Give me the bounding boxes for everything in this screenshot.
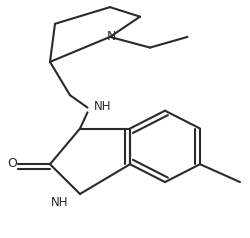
Text: NH: NH (51, 196, 69, 209)
Text: O: O (7, 157, 17, 170)
Text: NH: NH (94, 100, 111, 113)
Text: N: N (106, 30, 116, 43)
